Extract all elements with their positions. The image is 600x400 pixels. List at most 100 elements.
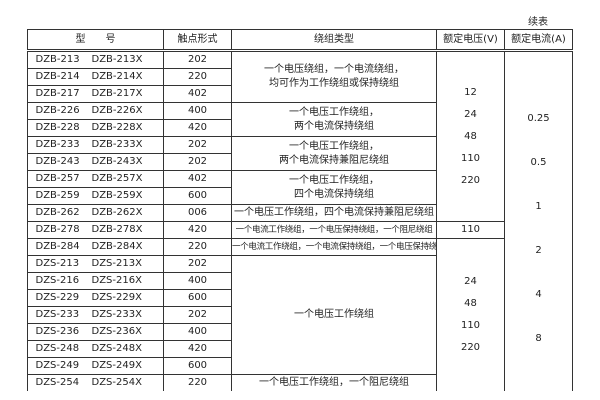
model-number-x: DZB-214X [91,71,143,82]
header-contact: 触点形式 [163,29,232,52]
winding-line: 一个电压绕组，一个电流绕组， [264,64,404,75]
model-cell: DZB-257 DZB-257X [27,170,164,188]
voltage-value: 12 [464,86,477,98]
model-cell: DZS-233 DZS-233X [27,306,164,324]
table-row: DZS-249 DZS-249X 600 [27,357,573,375]
winding-type-cell: 一个电压绕组，一个电流绕组， 均可作为工作绕组或保持绕组 [231,50,437,103]
model-cell: DZS-249 DZS-249X [27,357,164,375]
contact-form-cell: 006 [163,204,232,222]
model-number-x: DZS-216X [91,275,142,286]
contact-form-cell: 402 [163,85,232,103]
contact-form-cell: 402 [163,170,232,188]
model-number-x: DZS-249X [91,360,142,371]
model-number: DZB-284 [35,241,80,252]
header-current: 额定电流(A) [504,29,573,52]
contact-form-cell: 600 [163,357,232,375]
contact-form-cell: 202 [163,153,232,171]
winding-line: 一个电压工作绕组，一个阻尼绕组 [259,377,409,388]
voltage-value: 220 [460,174,481,186]
model-cell: DZS-213 DZS-213X [27,255,164,273]
model-number-x: DZS-248X [91,343,142,354]
contact-form-cell: 400 [163,323,232,341]
winding-type-cell: 一个电压工作绕组， 两个电流保持兼阻尼绕组 [231,136,437,171]
winding-line: 一个电压工作绕组， [289,140,379,152]
winding-line: 四个电流保持绕组 [294,188,374,200]
model-number: DZB-278 [35,224,80,235]
model-number: DZB-226 [35,105,80,116]
model-cell: DZB-217 DZB-217X [27,85,164,103]
model-number: DZB-262 [35,207,80,218]
contact-form-cell: 600 [163,187,232,205]
contact-form-cell: 600 [163,289,232,307]
winding-line: 一个电压工作绕组， [289,106,379,118]
voltage-value: 110 [460,320,481,331]
model-cell: DZB-262 DZB-262X [27,204,164,222]
current-value: 4 [535,289,542,300]
model-number-x: DZB-259X [91,190,143,201]
model-number-x: DZS-254X [91,377,142,388]
model-cell: DZB-233 DZB-233X [27,136,164,154]
model-number: DZB-217 [35,88,80,99]
model-number: DZS-213 [35,258,80,269]
model-cell: DZB-214 DZB-214X [27,68,164,86]
contact-form-cell: 400 [163,272,232,290]
model-cell: DZB-278 DZB-278X [27,221,164,239]
rated-voltage-cell: 24 48 110 220 [436,238,505,391]
winding-type-cell: 一个电压工作绕组，四个电流保持兼阻尼绕组 [231,204,437,222]
model-number: DZB-257 [35,173,80,184]
voltage-value: 24 [464,276,477,287]
current-value: 0.25 [527,113,550,124]
model-number-x: DZB-278X [91,224,143,235]
model-number: DZB-214 [35,71,80,82]
winding-line: 一个电压工作绕组， [289,174,379,186]
model-number-x: DZB-262X [91,207,143,218]
table-row: DZB-213 DZB-213X 202 一个电压绕组，一个电流绕组， 均可作为工作绕组… [27,50,573,391]
model-number-x: DZS-233X [91,309,142,320]
model-number: DZS-216 [35,275,80,286]
header-model: 型 号 [27,29,164,52]
winding-line: 一个电流工作绕组，一个电流保持绕组，一个电压保持绕组 [232,242,437,252]
winding-line: 一个电流工作绕组，一个电压保持绕组，一个阻尼绕组 [235,225,433,235]
table-row: DZS-248 DZS-248X 420 [27,340,573,358]
current-value: 8 [535,333,542,344]
contact-form-cell: 420 [163,221,232,239]
model-number: DZB-233 [35,139,80,150]
rated-current-cell: 0.25 0.5 1 2 4 8 [504,50,573,391]
model-number: DZB-228 [35,122,80,133]
contact-form-cell: 220 [163,238,232,256]
model-cell: DZB-284 DZB-284X [27,238,164,256]
model-number: DZS-254 [35,377,80,388]
model-cell: DZS-216 DZS-216X [27,272,164,290]
model-cell: DZS-229 DZS-229X [27,289,164,307]
model-cell: DZS-248 DZS-248X [27,340,164,358]
table-row: DZB-217 DZB-217X 402 [27,85,573,103]
winding-type-cell: 一个电压工作绕组， 四个电流保持绕组 [231,170,437,205]
winding-type-cell: 一个电流工作绕组，一个电流保持绕组，一个电压保持绕组 [231,238,437,256]
model-cell: DZS-254 DZS-254X [27,374,164,391]
model-cell: DZB-243 DZB-243X [27,153,164,171]
model-number-x: DZB-243X [91,156,143,167]
current-value: 0.5 [530,157,547,168]
model-cell: DZB-228 DZB-228X [27,119,164,137]
model-cell: DZB-259 DZB-259X [27,187,164,205]
model-cell: DZB-213 DZB-213X [27,50,164,69]
contact-form-cell: 420 [163,119,232,137]
winding-line: 均可作为工作绕组或保持绕组 [269,78,399,89]
table-row: DZB-214 DZB-214X 220 [27,68,573,86]
model-number: DZS-229 [35,292,80,303]
contact-form-cell: 220 [163,68,232,86]
model-cell: DZS-236 DZS-236X [27,323,164,341]
winding-line: 一个电压工作绕组，四个电流保持兼阻尼绕组 [234,207,434,218]
model-number-x: DZB-217X [91,88,143,99]
model-number-x: DZB-228X [91,122,143,133]
voltage-value: 48 [464,298,477,309]
table-row: DZS-254 DZS-254X 220 一个电压工作绕组，一个阻尼绕组 [27,374,573,391]
rated-voltage-cell: 110 [436,221,505,239]
model-number-x: DZB-226X [91,105,143,116]
table-row: DZS-216 DZS-216X 400 [27,272,573,290]
table-row: DZB-262 DZB-262X 006 一个电压工作绕组，四个电流保持兼阻尼绕组 [27,204,573,222]
model-number-x: DZB-213X [91,54,143,65]
winding-line: 两个电流保持兼阻尼绕组 [279,154,389,166]
header-voltage: 额定电压(V) [436,29,505,52]
voltage-value: 24 [464,108,477,120]
